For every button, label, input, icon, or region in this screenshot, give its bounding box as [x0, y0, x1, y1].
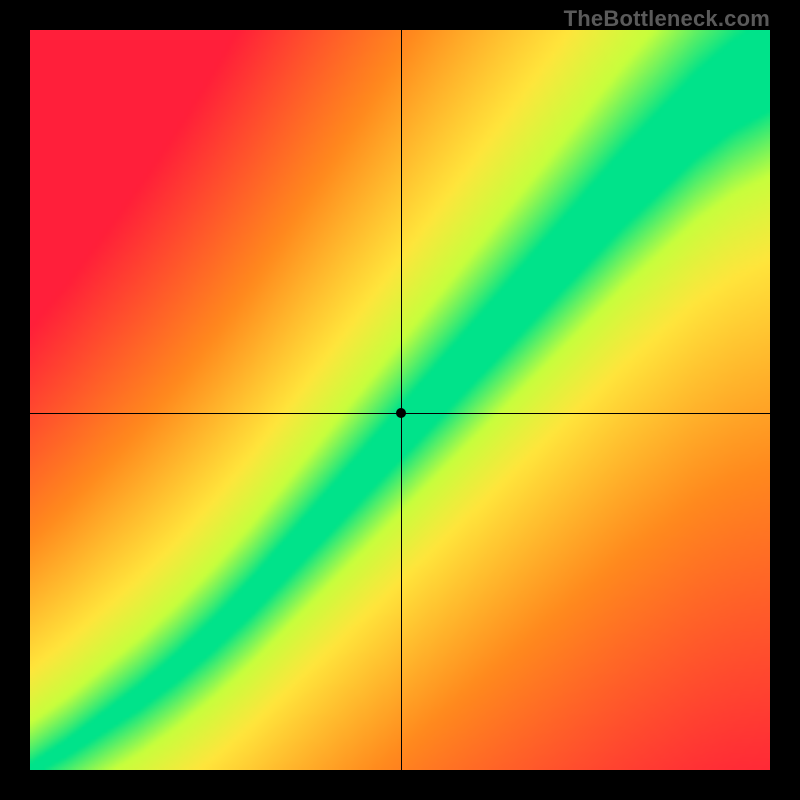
chart-frame: TheBottleneck.com [0, 0, 800, 800]
crosshair-marker-dot [396, 408, 406, 418]
crosshair-vertical [401, 30, 402, 770]
watermark-text: TheBottleneck.com [564, 6, 770, 32]
plot-area [30, 30, 770, 770]
